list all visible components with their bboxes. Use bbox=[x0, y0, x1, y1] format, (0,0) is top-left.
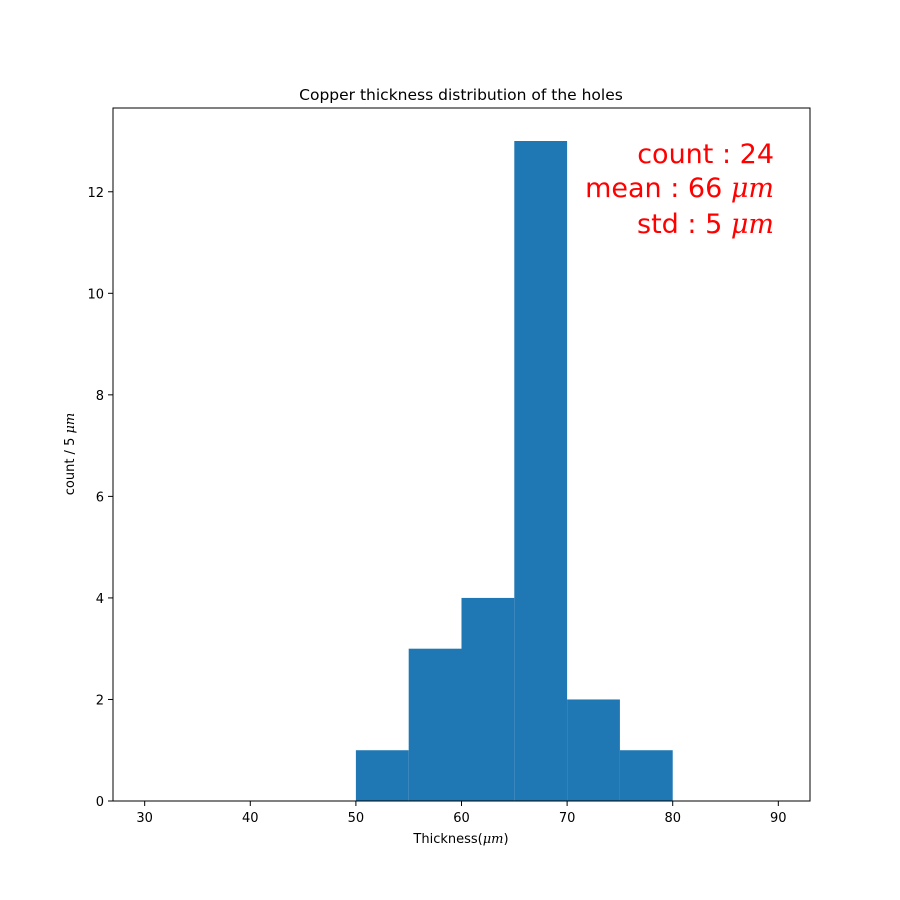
annotation-mean-unit: μm bbox=[731, 173, 774, 204]
y-tick-label-0: 0 bbox=[96, 795, 104, 810]
histogram-bar-5 bbox=[619, 750, 673, 801]
annotation-std-text: std : 5 bbox=[637, 209, 731, 240]
x-axis-label-text: Thickness( bbox=[412, 832, 482, 847]
x-tick-label-0: 30 bbox=[136, 811, 153, 826]
y-tick-label-5: 10 bbox=[87, 287, 104, 302]
x-axis-label-suffix: ) bbox=[504, 832, 509, 847]
x-axis-label-unit: μm bbox=[483, 832, 504, 847]
annotation-count-text: count : 24 bbox=[637, 139, 774, 170]
x-tick-label-3: 60 bbox=[453, 811, 470, 826]
x-axis-ticks: 30 40 50 60 70 80 90 bbox=[136, 801, 787, 826]
annotation-mean: mean : 66 μm bbox=[585, 173, 774, 204]
x-tick-label-2: 50 bbox=[348, 811, 365, 826]
y-tick-label-1: 2 bbox=[96, 693, 104, 708]
y-axis-label: count / 5 μm bbox=[63, 413, 78, 496]
y-tick-label-2: 4 bbox=[96, 592, 104, 607]
bars-layer bbox=[355, 141, 673, 801]
histogram-bar-0 bbox=[355, 750, 409, 801]
annotation-std-unit: μm bbox=[731, 209, 774, 240]
x-tick-label-6: 90 bbox=[770, 811, 787, 826]
y-axis-ticks: 0 2 4 6 8 10 12 bbox=[87, 186, 113, 810]
x-axis-label: Thickness(μm) bbox=[412, 832, 508, 847]
histogram-bar-1 bbox=[408, 648, 462, 801]
histogram-bar-2 bbox=[461, 597, 515, 801]
y-axis-label-unit: μm bbox=[63, 413, 78, 434]
annotation-mean-text: mean : 66 bbox=[585, 173, 731, 204]
y-axis-label-text: count / 5 bbox=[63, 434, 78, 496]
x-tick-label-5: 80 bbox=[664, 811, 681, 826]
x-tick-label-4: 70 bbox=[559, 811, 576, 826]
y-tick-label-6: 12 bbox=[87, 186, 104, 201]
histogram-bar-4 bbox=[567, 699, 620, 801]
annotation-std: std : 5 μm bbox=[637, 209, 774, 240]
annotation-count: count : 24 bbox=[637, 139, 774, 170]
x-tick-label-1: 40 bbox=[242, 811, 259, 826]
y-tick-label-3: 6 bbox=[96, 490, 104, 505]
chart-title: Copper thickness distribution of the hol… bbox=[299, 86, 623, 104]
histogram-bar-3 bbox=[514, 141, 568, 801]
y-tick-label-4: 8 bbox=[96, 389, 104, 404]
